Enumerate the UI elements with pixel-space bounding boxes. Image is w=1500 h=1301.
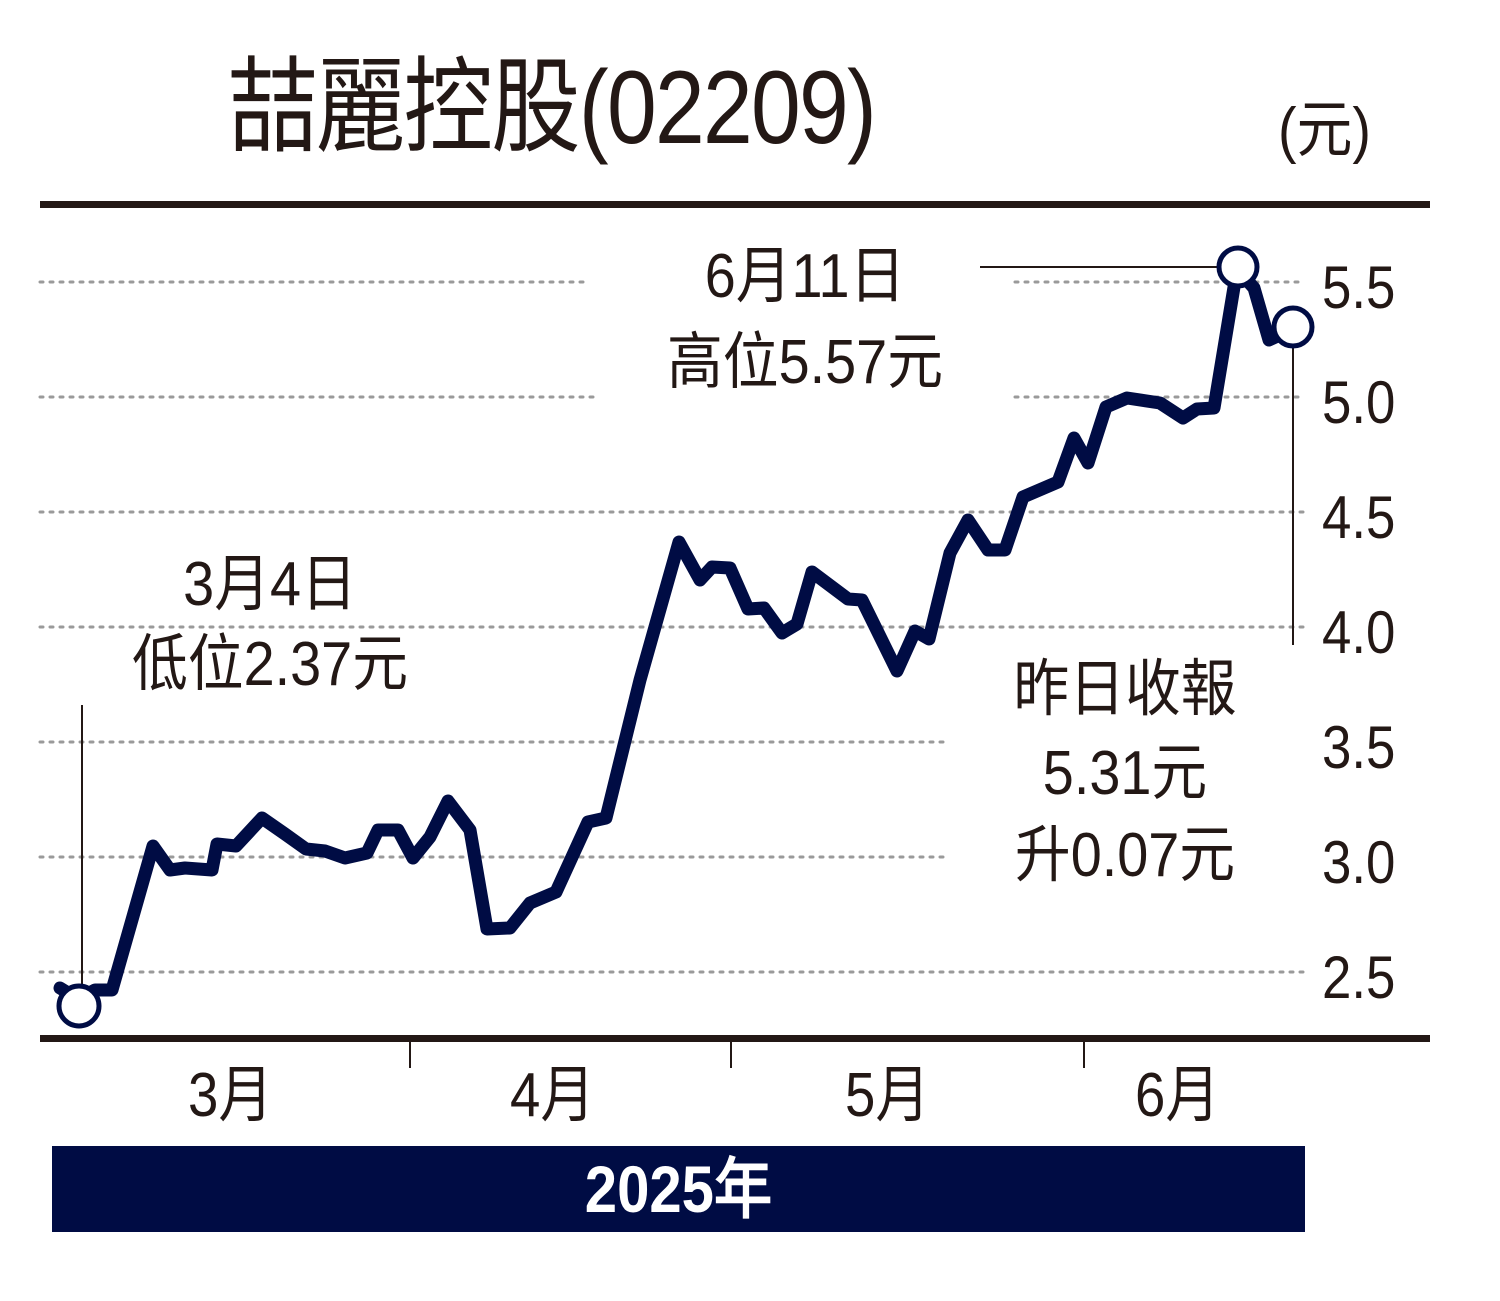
- x-tick-april: 4月: [510, 1061, 595, 1130]
- low-point-marker: [56, 983, 102, 1029]
- x-tick-march: 3月: [188, 1061, 273, 1130]
- gridlines: [38, 280, 1307, 974]
- low-annotation: 3月4日 低位2.37元: [60, 550, 480, 700]
- y-tick-2-5: 2.5: [1322, 944, 1396, 1011]
- low-date: 3月4日: [183, 550, 357, 619]
- y-tick-3-5: 3.5: [1322, 714, 1396, 781]
- high-annotation: 6月11日 高位5.57元: [600, 242, 1010, 398]
- year-label: 2025年: [584, 1152, 773, 1226]
- close-change: 升0.07元: [1014, 821, 1236, 890]
- y-tick-5-0: 5.0: [1322, 369, 1396, 436]
- unit-label: (元): [1278, 96, 1371, 165]
- close-annotation: 昨日收報 5.31元 升0.07元: [955, 655, 1295, 891]
- y-tick-4-5: 4.5: [1322, 484, 1396, 551]
- leader-lines: [81, 266, 1294, 990]
- x-tick-may: 5月: [845, 1061, 930, 1130]
- x-axis: [40, 1035, 1430, 1042]
- close-label: 昨日收報: [1013, 655, 1237, 724]
- y-tick-4-0: 4.0: [1322, 599, 1396, 666]
- price-line: [53, 262, 1298, 1006]
- top-rule: [40, 201, 1430, 208]
- x-axis-tick-separators: [409, 1040, 1085, 1068]
- chart-title: 喆麗控股(02209): [228, 50, 877, 166]
- y-tick-5-5: 5.5: [1322, 254, 1396, 321]
- y-tick-3-0: 3.0: [1322, 829, 1396, 896]
- high-value: 高位5.57元: [666, 328, 943, 397]
- x-tick-june: 6月: [1135, 1061, 1220, 1130]
- high-point-marker: [1216, 245, 1260, 289]
- close-value: 5.31元: [1042, 739, 1208, 808]
- year-bar: 2025年: [52, 1146, 1305, 1232]
- high-date: 6月11日: [704, 242, 906, 311]
- low-value: 低位2.37元: [131, 630, 408, 699]
- close-point-marker: [1271, 305, 1315, 349]
